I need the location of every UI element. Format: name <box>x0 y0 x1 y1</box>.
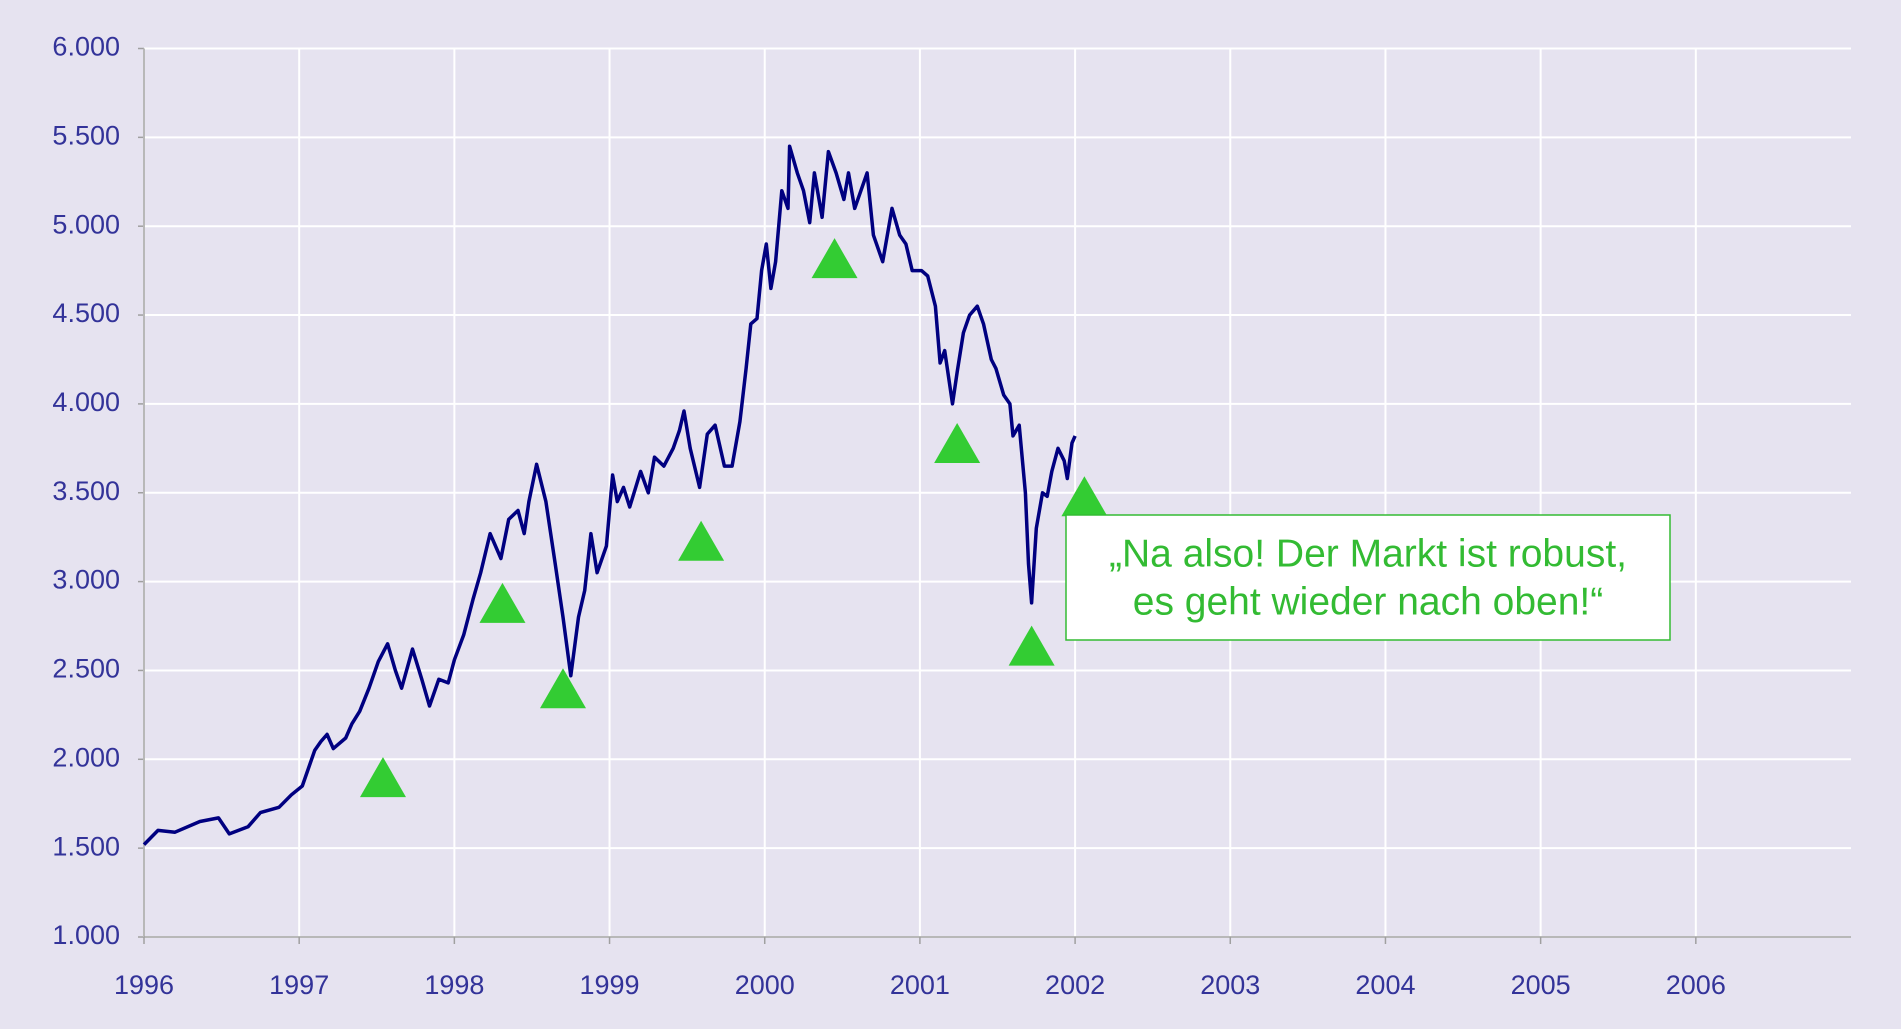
x-tick-label: 1997 <box>269 970 329 1000</box>
line-series <box>142 144 1077 846</box>
x-tick-label: 1998 <box>424 970 484 1000</box>
annotation-text: „Na also! Der Markt ist robust, <box>1109 532 1627 575</box>
y-tick-label: 2.500 <box>52 654 120 684</box>
y-tick-label: 6.000 <box>52 32 120 62</box>
y-tick-label: 5.000 <box>52 209 120 239</box>
x-tick-label: 2003 <box>1200 970 1260 1000</box>
y-tick-label: 2.000 <box>52 742 120 772</box>
triangle-marker <box>1061 476 1108 517</box>
triangle-marker <box>1008 625 1055 666</box>
triangle-marker <box>539 668 586 709</box>
x-tick-label: 1999 <box>580 970 640 1000</box>
y-tick-label: 4.000 <box>52 387 120 417</box>
triangle-marker <box>479 582 526 623</box>
triangle-marker <box>678 520 725 561</box>
x-tick-label: 2000 <box>735 970 795 1000</box>
x-tick-label: 2006 <box>1666 970 1726 1000</box>
y-tick-label: 1.000 <box>52 920 120 950</box>
y-tick-label: 3.500 <box>52 476 120 506</box>
triangle-marker <box>811 238 858 279</box>
annotation-text: es geht wieder nach oben!“ <box>1133 580 1603 623</box>
y-tick-label: 1.500 <box>52 831 120 861</box>
x-tick-label: 2004 <box>1355 970 1415 1000</box>
x-tick-label: 2005 <box>1511 970 1571 1000</box>
x-tick-label: 1996 <box>114 970 174 1000</box>
triangle-marker <box>934 422 981 463</box>
y-tick-label: 5.500 <box>52 120 120 150</box>
triangle-marker <box>359 757 406 798</box>
y-tick-label: 3.000 <box>52 565 120 595</box>
x-tick-label: 2002 <box>1045 970 1105 1000</box>
x-tick-label: 2001 <box>890 970 950 1000</box>
annotation-box <box>1065 514 1671 641</box>
y-tick-label: 4.500 <box>52 298 120 328</box>
